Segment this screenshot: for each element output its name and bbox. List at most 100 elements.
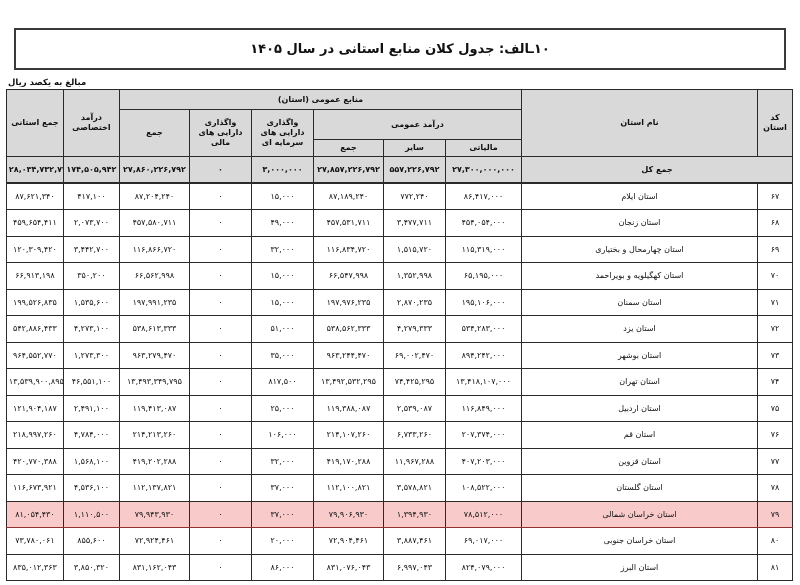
table-row: ۷۳ استان بوشهر ۸۹۴,۲۴۲,۰۰۰ ۶۹,۰۰۲,۴۷۰ ۹۶۳,۲۴…: [5, 341, 793, 369]
province-grand-total: ۸۱,۰۵۴,۴۳۰: [5, 500, 64, 528]
tax-revenue: ۶۹,۰۱۷,۰۰۰: [445, 527, 522, 555]
public-revenue-total: ۱۳,۴۹۲,۵۳۲,۲۹۵: [313, 368, 384, 396]
other-revenue: ۶,۷۳۳,۲۶۰: [383, 421, 446, 449]
dedicated-revenue: ۳,۴۴۲,۷۰۰: [62, 235, 120, 263]
header-other: سایر: [383, 139, 446, 157]
dedicated-revenue: ۱,۲۷۳,۳۰۰: [62, 341, 120, 369]
other-revenue: ۳,۴۷۷,۷۱۱: [383, 209, 446, 237]
other-revenue: ۲,۵۳۹,۰۸۷: [383, 394, 446, 422]
grand-total-capital-assets: ۳,۰۰۰,۰۰۰: [251, 156, 314, 184]
other-revenue: ۱۱,۹۶۷,۲۸۸: [383, 447, 446, 475]
dedicated-revenue: ۲,۰۷۳,۷۰۰: [62, 209, 120, 237]
table-row: ۶۸ استان زنجان ۴۵۴,۰۵۴,۰۰۰ ۳,۴۷۷,۷۱۱ ۴۵۷,۵۳۱…: [5, 209, 793, 237]
province-code: ۷۲: [757, 315, 793, 343]
public-resources-total: ۱۱۹,۴۱۳,۰۸۷: [118, 394, 191, 422]
grand-total-province: ۲۸,۰۳۴,۷۳۲,۷۳۴: [5, 156, 64, 184]
header-capital-assets: واگذاری دارایی های سرمایه ای: [251, 109, 314, 157]
other-revenue: ۱,۳۵۲,۹۹۸: [383, 262, 446, 290]
table-row: ۷۴ استان تهران ۱۳,۴۱۸,۱۰۷,۰۰۰ ۷۴,۴۲۵,۲۹۵ ۱۳,…: [5, 368, 793, 396]
province-code: ۷۸: [757, 474, 793, 502]
province-grand-total: ۱۱۶,۶۷۳,۹۲۱: [5, 474, 64, 502]
tax-revenue: ۴۰۷,۲۰۳,۰۰۰: [445, 447, 522, 475]
public-revenue-total: ۴۵۷,۵۳۱,۷۱۱: [313, 209, 384, 237]
tax-revenue: ۱۹۵,۱۰۶,۰۰۰: [445, 288, 522, 316]
province-code: ۷۰: [757, 262, 793, 290]
other-revenue: ۳,۸۸۷,۴۶۱: [383, 527, 446, 555]
other-revenue: ۲,۸۷۰,۲۳۵: [383, 288, 446, 316]
public-revenue-total: ۷۲,۹۰۴,۴۶۱: [313, 527, 384, 555]
province-grand-total: ۵۴۲,۸۸۶,۴۳۳: [5, 315, 64, 343]
grand-total-row: جمع کل ۲۷,۳۰۰,۰۰۰,۰۰۰ ۵۵۷,۲۲۶,۷۹۲ ۲۷,۸۵۷…: [5, 156, 793, 184]
province-grand-total: ۲۱۸,۹۹۷,۲۶۰: [5, 421, 64, 449]
public-resources-total: ۴۵۷,۵۸۰,۷۱۱: [118, 209, 191, 237]
grand-total-other: ۵۵۷,۲۲۶,۷۹۲: [383, 156, 446, 184]
public-resources-total: ۵۳۸,۶۱۳,۳۳۳: [118, 315, 191, 343]
province-code: ۷۶: [757, 421, 793, 449]
province-code: ۸۱: [757, 553, 793, 581]
header-dedicated-revenue: درآمد اختصاصی: [62, 89, 120, 157]
province-code: ۷۹: [757, 500, 793, 528]
public-resources-total: ۸۷,۲۰۴,۲۴۰: [118, 182, 191, 210]
public-revenue-total: ۱۱۹,۳۸۸,۰۸۷: [313, 394, 384, 422]
public-resources-total: ۱۱۲,۱۳۷,۸۲۱: [118, 474, 191, 502]
header-financial-assets: واگذاری دارایی های مالی: [189, 109, 252, 157]
province-name: استان خراسان شمالی: [521, 500, 758, 528]
capital-assets-transfer: ۳۲,۰۰۰: [251, 447, 314, 475]
header-revenue-total: جمع: [313, 139, 384, 157]
grand-total-label: جمع کل: [521, 156, 793, 184]
table-row: ۷۸ استان گلستان ۱۰۸,۵۲۲,۰۰۰ ۳,۵۷۸,۸۲۱ ۱۱۲,۱۰…: [5, 474, 793, 502]
public-resources-total: ۲۱۴,۲۱۳,۲۶۰: [118, 421, 191, 449]
public-revenue-total: ۴۱۹,۱۷۰,۲۸۸: [313, 447, 384, 475]
header-resources-total: جمع: [118, 109, 191, 157]
tax-revenue: ۸۲۴,۰۷۹,۰۰۰: [445, 553, 522, 581]
public-resources-total: ۱۳,۴۹۳,۳۴۹,۷۹۵: [118, 368, 191, 396]
dedicated-revenue: ۳۵۰,۲۰۰: [62, 262, 120, 290]
dedicated-revenue: ۸۵۵,۶۰۰: [62, 527, 120, 555]
tax-revenue: ۶۵,۱۹۵,۰۰۰: [445, 262, 522, 290]
capital-assets-transfer: ۳۷,۰۰۰: [251, 474, 314, 502]
grand-total-tax: ۲۷,۳۰۰,۰۰۰,۰۰۰: [445, 156, 522, 184]
province-code: ۷۵: [757, 394, 793, 422]
capital-assets-transfer: ۴۹,۰۰۰: [251, 209, 314, 237]
grand-total-dedicated: ۱۷۴,۵۰۵,۹۴۲: [62, 156, 120, 184]
header-province-total: جمع استانی: [5, 89, 64, 157]
capital-assets-transfer: ۳۷,۰۰۰: [251, 500, 314, 528]
province-name: استان قزوین: [521, 447, 758, 475]
capital-assets-transfer: ۵۱,۰۰۰: [251, 315, 314, 343]
table-row: ۶۷ استان ایلام ۸۶,۴۱۷,۰۰۰ ۷۷۲,۲۴۰ ۸۷,۱۸۹,۲۴۰…: [5, 182, 793, 210]
table-row: ۷۷ استان قزوین ۴۰۷,۲۰۳,۰۰۰ ۱۱,۹۶۷,۲۸۸ ۴۱۹,۱۷…: [5, 447, 793, 475]
tax-revenue: ۱۱۵,۳۱۹,۰۰۰: [445, 235, 522, 263]
table-row: ۶۹ استان چهارمحال و بختیاری ۱۱۵,۳۱۹,۰۰۰ ۱,۵…: [5, 235, 793, 263]
financial-assets-transfer: ۰: [189, 447, 252, 475]
dedicated-revenue: ۴,۵۳۶,۱۰۰: [62, 474, 120, 502]
dedicated-revenue: ۱,۵۳۵,۶۰۰: [62, 288, 120, 316]
table-row: ۸۰ استان خراسان جنوبی ۶۹,۰۱۷,۰۰۰ ۳,۸۸۷,۴۶۱ ۷…: [5, 527, 793, 555]
dedicated-revenue: ۴۶,۵۵۱,۱۰۰: [62, 368, 120, 396]
header-public-resources-group: منابع عمومی (استان): [118, 89, 523, 110]
province-name: استان البرز: [521, 553, 758, 581]
grand-total-financial-assets: ۰: [189, 156, 252, 184]
tax-revenue: ۵۳۴,۲۸۳,۰۰۰: [445, 315, 522, 343]
financial-assets-transfer: ۰: [189, 553, 252, 581]
province-name: استان یزد: [521, 315, 758, 343]
dedicated-revenue: ۴,۷۸۴,۰۰۰: [62, 421, 120, 449]
capital-assets-transfer: ۱۵,۰۰۰: [251, 288, 314, 316]
dedicated-revenue: ۱,۱۱۰,۵۰۰: [62, 500, 120, 528]
tax-revenue: ۸۶,۴۱۷,۰۰۰: [445, 182, 522, 210]
province-code: ۷۴: [757, 368, 793, 396]
header-province-name: نام استان: [521, 89, 758, 157]
public-revenue-total: ۸۷,۱۸۹,۲۴۰: [313, 182, 384, 210]
public-resources-total: ۴۱۹,۲۰۲,۲۸۸: [118, 447, 191, 475]
province-grand-total: ۱۹۹,۵۲۶,۸۳۵: [5, 288, 64, 316]
financial-assets-transfer: ۰: [189, 235, 252, 263]
table-row: ۷۰ استان کهگیلویه و بویراحمد ۶۵,۱۹۵,۰۰۰ ۱,۳…: [5, 262, 793, 290]
public-revenue-total: ۶۶,۵۴۷,۹۹۸: [313, 262, 384, 290]
document-title: ۱۰ـالف: جدول کلان منابع استانی در سال ۱۴…: [250, 41, 550, 57]
financial-assets-transfer: ۰: [189, 368, 252, 396]
province-code: ۶۷: [757, 182, 793, 210]
capital-assets-transfer: ۸۶,۰۰۰: [251, 553, 314, 581]
dedicated-revenue: ۴,۲۷۳,۱۰۰: [62, 315, 120, 343]
province-code: ۸۰: [757, 527, 793, 555]
public-resources-total: ۱۱۶,۸۶۶,۷۲۰: [118, 235, 191, 263]
province-code: ۷۱: [757, 288, 793, 316]
